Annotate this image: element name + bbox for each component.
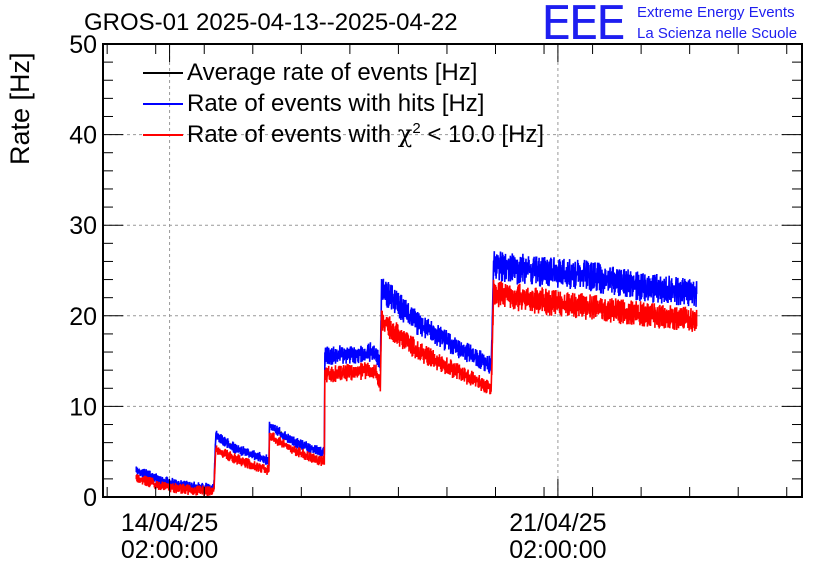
series-line: [135, 251, 698, 494]
eee-logo: EEE: [541, 0, 626, 50]
tick-label-layer: 0102030405014/04/2502:00:0021/04/2502:00…: [69, 31, 606, 564]
legend-swatch-hits: [143, 103, 183, 105]
y-axis-label: Rate [Hz]: [5, 52, 35, 165]
x-tick-label-date: 21/04/25: [509, 509, 606, 537]
plot-frame: [102, 43, 803, 498]
series-layer: [135, 251, 698, 497]
legend-chi2-symbol: χ: [397, 120, 413, 148]
legend-chi2-pre: Rate of events with: [187, 121, 398, 148]
y-tick-label: 20: [69, 303, 97, 331]
legend-chi2-sup: 2: [412, 120, 421, 137]
series-line: [135, 279, 698, 497]
logo-line-2: La Scienza nelle Scuole: [637, 25, 798, 42]
x-tick-label-time: 02:00:00: [509, 536, 606, 564]
y-tick-label: 10: [69, 393, 97, 421]
chart-title: GROS-01 2025-04-13--2025-04-22: [84, 9, 458, 36]
x-tick-label-date: 14/04/25: [121, 509, 218, 537]
legend-label-average: Average rate of events [Hz]: [187, 59, 478, 86]
legend-swatch-average: [143, 72, 183, 74]
y-tick-label: 30: [69, 212, 97, 240]
legend-swatch-chi2: [143, 134, 183, 136]
legend-label-hits: Rate of events with hits [Hz]: [187, 90, 485, 117]
y-tick-label: 0: [83, 484, 97, 512]
x-tick-label-time: 02:00:00: [121, 536, 218, 564]
y-tick-label: 50: [69, 31, 97, 59]
y-tick-label: 40: [69, 122, 97, 150]
logo-line-1: Extreme Energy Events: [637, 4, 795, 21]
tick-layer: [103, 43, 802, 498]
legend-chi2-post: < 10.0 [Hz]: [420, 121, 545, 148]
legend-label-chi2: Rate of events with χ2 < 10.0 [Hz]: [187, 120, 544, 149]
